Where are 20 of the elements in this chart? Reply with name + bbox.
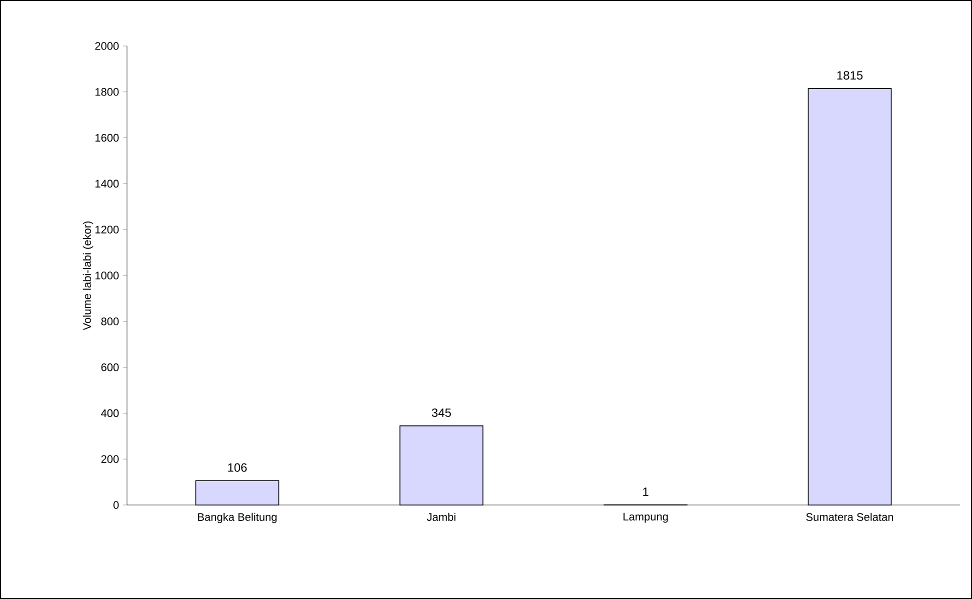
x-tick-label: Bangka Belitung [198,512,277,524]
data-label: 1 [643,488,648,496]
y-tick-label: 1200 [96,226,119,234]
data-label: 106 [228,463,247,472]
y-tick-label: 400 [101,409,119,418]
y-tick-label: 1400 [96,180,119,188]
y-tick-label: 0 [113,501,119,509]
y-tick-label: 1600 [96,134,119,142]
y-axis-title: Volume labi-labi (ekor) [82,221,94,330]
x-tick-label: Lampung [624,512,668,523]
data-label: 1815 [837,71,863,80]
y-tick-label: 200 [101,455,119,463]
y-tick-label: 2000 [95,42,119,50]
x-tick-label: Sumatera Selatan [806,512,894,521]
y-tick-label: 1800 [96,88,119,96]
y-tick-label: 800 [101,318,119,326]
x-tick-label: Jambi [426,512,456,521]
data-label: 345 [432,408,451,417]
y-tick-label: 1000 [96,272,119,280]
y-tick-label: 600 [101,363,119,372]
